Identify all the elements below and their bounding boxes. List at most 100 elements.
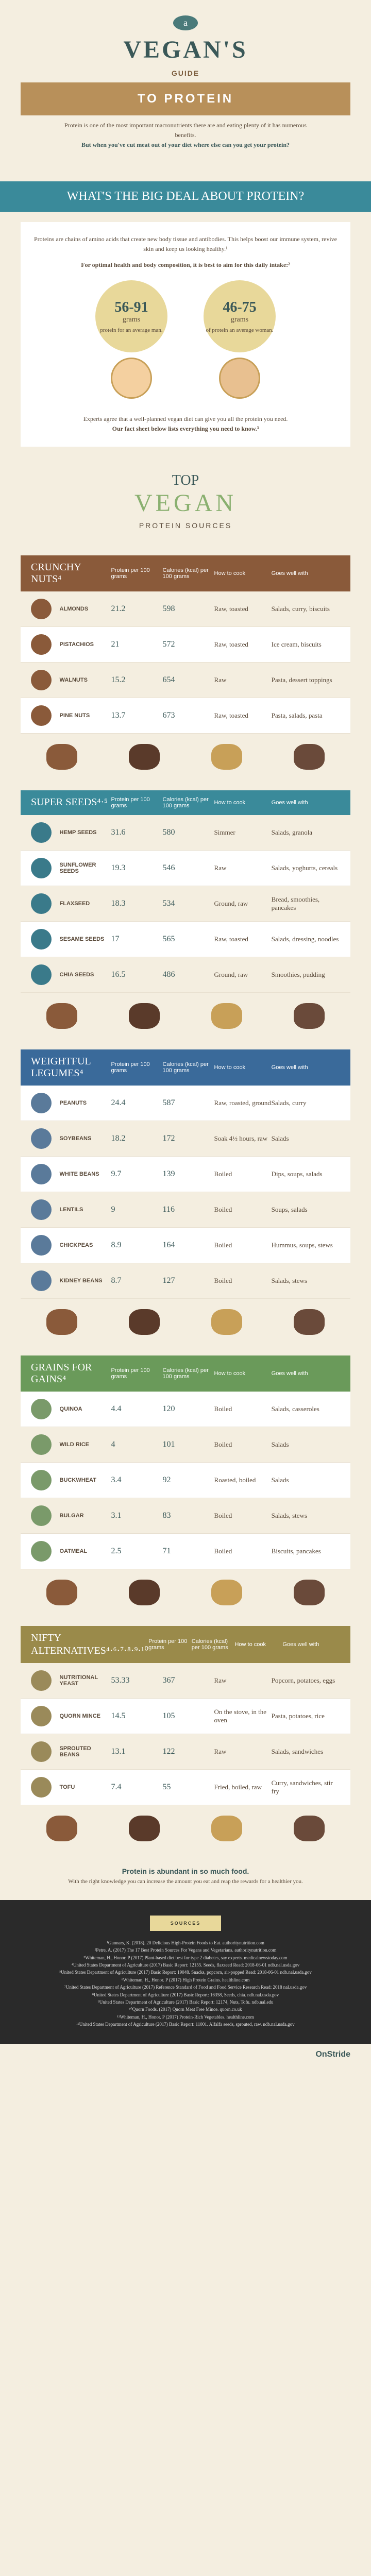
food-calories: 139 (163, 1170, 214, 1179)
food-goes: Salads, dressing, noodles (272, 935, 340, 943)
man-avatar (111, 358, 152, 399)
food-protein: 9.7 (111, 1170, 163, 1179)
food-calories: 127 (163, 1276, 214, 1285)
food-protein: 31.6 (111, 828, 163, 837)
food-icon (31, 1164, 52, 1184)
food-goes: Curry, sandwiches, stir fry (272, 1779, 340, 1795)
food-row: KIDNEY BEANS 8.7 127 Boiled Salads, stew… (21, 1263, 350, 1299)
food-name: HEMP SEEDS (60, 829, 111, 836)
food-calories: 120 (163, 1404, 214, 1414)
food-protein: 13.1 (111, 1747, 163, 1756)
food-row: PISTACHIOS 21 572 Raw, toasted Ice cream… (21, 627, 350, 663)
col-cook: How to cook (214, 1064, 272, 1071)
food-calories: 101 (163, 1440, 214, 1449)
source-item: ¹⁰Quorn Foods. (2017) Quorn Meat Free Mi… (21, 2006, 350, 2013)
food-row: OATMEAL 2.5 71 Boiled Biscuits, pancakes (21, 1534, 350, 1569)
food-calories: 598 (163, 604, 214, 614)
food-protein: 17 (111, 935, 163, 944)
source-item: ⁵United States Department of Agriculture… (21, 1969, 350, 1976)
food-icon (31, 1199, 52, 1220)
food-protein: 15.2 (111, 675, 163, 685)
seed-icon (129, 744, 160, 770)
food-icon (31, 1741, 52, 1762)
badge: a (173, 15, 198, 30)
food-calories: 92 (163, 1476, 214, 1485)
food-goes: Pasta, salads, pasta (272, 711, 340, 720)
food-row: LENTILS 9 116 Boiled Soups, salads (21, 1192, 350, 1228)
food-name: CHIA SEEDS (60, 972, 111, 978)
food-cook: Boiled (214, 1277, 272, 1285)
food-protein: 4.4 (111, 1404, 163, 1414)
food-row: HEMP SEEDS 31.6 580 Simmer Salads, grano… (21, 815, 350, 851)
man-grams: 56-91 (114, 299, 148, 316)
col-goes: Goes well with (272, 1064, 340, 1071)
food-calories: 367 (163, 1676, 214, 1685)
food-name: NUTRITIONAL YEAST (60, 1674, 111, 1687)
food-goes: Salads, curry, biscuits (272, 605, 340, 613)
food-protein: 16.5 (111, 970, 163, 979)
food-calories: 587 (163, 1098, 214, 1108)
food-calories: 164 (163, 1241, 214, 1250)
food-name: WHITE BEANS (60, 1171, 111, 1177)
col-protein: Protein per 100 grams (111, 796, 163, 809)
col-calories: Calories (kcal) per 100 grams (163, 796, 214, 809)
category-title: GRAINS FOR GAINS⁴ (31, 1362, 111, 1385)
category-header: GRAINS FOR GAINS⁴ Protein per 100 grams … (21, 1355, 350, 1392)
woman-grams: 46-75 (223, 299, 256, 316)
seed-divider (0, 1805, 371, 1852)
seed-icon (211, 1816, 242, 1841)
seed-icon (211, 1003, 242, 1029)
food-row: WHITE BEANS 9.7 139 Boiled Dips, soups, … (21, 1157, 350, 1192)
col-calories: Calories (kcal) per 100 grams (192, 1638, 235, 1651)
food-row: CHIA SEEDS 16.5 486 Ground, raw Smoothie… (21, 957, 350, 993)
food-icon (31, 1505, 52, 1526)
food-calories: 122 (163, 1747, 214, 1756)
seed-icon (129, 1003, 160, 1029)
header-section: a VEGAN'S GUIDE TO PROTEIN Protein is on… (0, 0, 371, 171)
seed-icon (46, 1816, 77, 1841)
food-row: SUNFLOWER SEEDS 19.3 546 Raw Salads, yog… (21, 851, 350, 886)
source-item: ⁹United States Department of Agriculture… (21, 1998, 350, 2006)
food-icon (31, 1541, 52, 1562)
food-goes: Ice cream, biscuits (272, 640, 340, 649)
food-icon (31, 705, 52, 726)
food-calories: 565 (163, 935, 214, 944)
food-name: QUINOA (60, 1406, 111, 1412)
subtitle: GUIDE (21, 69, 350, 77)
food-protein: 3.1 (111, 1511, 163, 1520)
food-icon (31, 599, 52, 619)
big-deal-header: WHAT'S THE BIG DEAL ABOUT PROTEIN? (0, 181, 371, 212)
food-name: FLAXSEED (60, 901, 111, 907)
source-item: ²Petre, A. (2017) The 17 Best Protein So… (21, 1946, 350, 1954)
woman-card: 46-75 grams of protein an average woman. (193, 280, 286, 404)
food-goes: Bread, smoothies, pancakes (272, 895, 340, 912)
food-row: WILD RICE 4 101 Boiled Salads (21, 1427, 350, 1463)
food-cook: Raw (214, 864, 272, 872)
factsheet-text: Our fact sheet below lists everything yo… (112, 425, 259, 432)
food-name: SOYBEANS (60, 1136, 111, 1142)
food-protein: 9 (111, 1205, 163, 1214)
source-item: ⁴United States Department of Agriculture… (21, 1961, 350, 1969)
seed-icon (211, 1309, 242, 1335)
food-protein: 13.7 (111, 711, 163, 720)
food-row: TOFU 7.4 55 Fried, boiled, raw Curry, sa… (21, 1770, 350, 1805)
category-header: WEIGHTFUL LEGUMES⁴ Protein per 100 grams… (21, 1049, 350, 1086)
food-protein: 2.5 (111, 1547, 163, 1556)
food-icon (31, 1128, 52, 1149)
food-icon (31, 822, 52, 843)
seed-icon (294, 1580, 325, 1605)
food-protein: 14.5 (111, 1711, 163, 1721)
food-goes: Popcorn, potatoes, eggs (272, 1676, 340, 1685)
food-cook: Raw, toasted (214, 935, 272, 943)
food-goes: Salads, sandwiches (272, 1748, 340, 1756)
food-goes: Dips, soups, salads (272, 1170, 340, 1178)
food-name: PINE NUTS (60, 713, 111, 719)
col-cook: How to cook (214, 800, 272, 806)
food-calories: 534 (163, 899, 214, 908)
food-goes: Soups, salads (272, 1206, 340, 1214)
seed-icon (211, 744, 242, 770)
food-goes: Salads (272, 1476, 340, 1484)
woman-avatar (219, 358, 260, 399)
col-cook: How to cook (234, 1641, 282, 1648)
man-card: 56-91 grams protein for an average man. (85, 280, 178, 404)
